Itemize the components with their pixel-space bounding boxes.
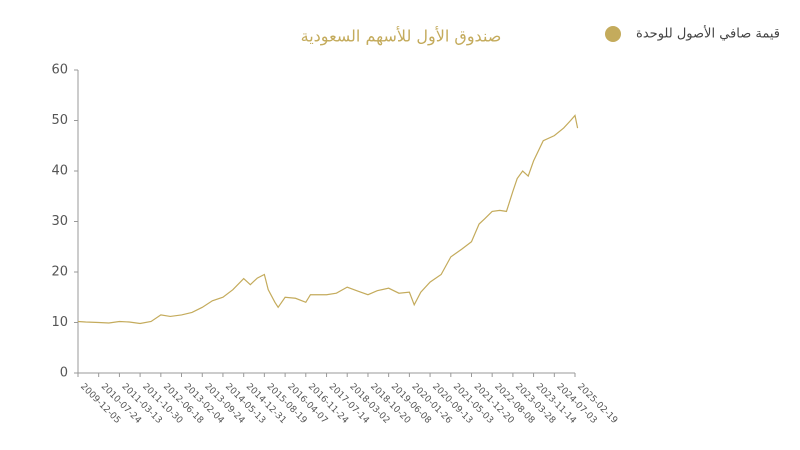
y-tick-label: 40 — [51, 164, 68, 179]
y-tick-label: 20 — [51, 265, 68, 280]
legend-item[interactable]: قيمة صافي الأصول للوحدة — [605, 25, 780, 43]
chart-title: صندوق الأول للأسهم السعودية — [301, 26, 502, 47]
y-tick-label: 30 — [51, 214, 68, 229]
y-tick-label: 10 — [51, 315, 68, 330]
line — [77, 114, 579, 325]
legend-label: قيمة صافي الأصول للوحدة — [636, 25, 780, 42]
y-tick-label: 0 — [60, 366, 68, 381]
legend-swatch — [605, 26, 621, 42]
y-tick-label: 60 — [51, 63, 68, 78]
y-tick-label: 50 — [51, 113, 68, 128]
